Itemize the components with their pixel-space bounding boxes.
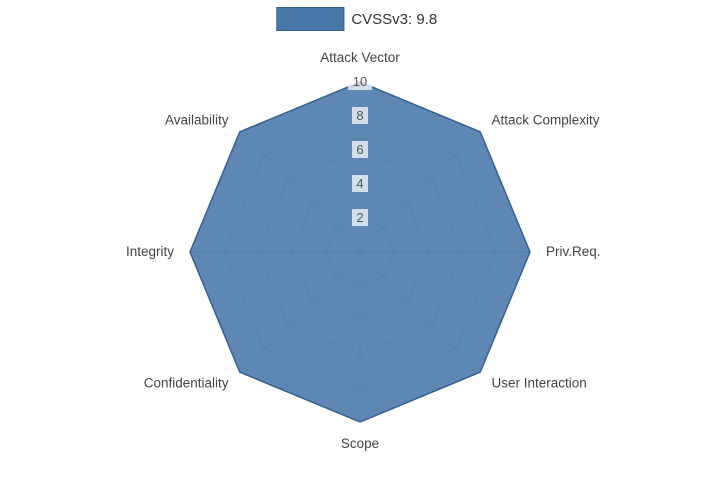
axis-label: Attack Complexity <box>492 113 600 128</box>
axis-label: Integrity <box>126 244 174 259</box>
legend[interactable]: CVSSv3: 9.8 <box>276 7 437 31</box>
axis-label: Scope <box>341 436 379 451</box>
axis-label: Priv.Req. <box>546 244 601 259</box>
legend-label: CVSSv3: 9.8 <box>351 10 438 28</box>
axis-label: Availability <box>165 113 229 128</box>
tick-label: 8 <box>356 108 363 123</box>
tick-label-bg <box>352 175 368 192</box>
tick-label: 2 <box>356 210 363 225</box>
tick-label-bg <box>348 73 372 90</box>
tick-label-bg <box>352 107 368 124</box>
legend-swatch <box>276 7 345 31</box>
radar-series-polygon <box>189 81 531 423</box>
tick-label: 10 <box>353 74 367 89</box>
tick-label-bg <box>352 141 368 158</box>
tick-label-bg <box>352 209 368 226</box>
axis-label: Attack Vector <box>320 50 400 65</box>
tick-label: 4 <box>356 176 363 191</box>
tick-label: 6 <box>356 142 363 157</box>
axis-label: User Interaction <box>492 376 587 391</box>
axis-label: Confidentiality <box>144 376 229 391</box>
